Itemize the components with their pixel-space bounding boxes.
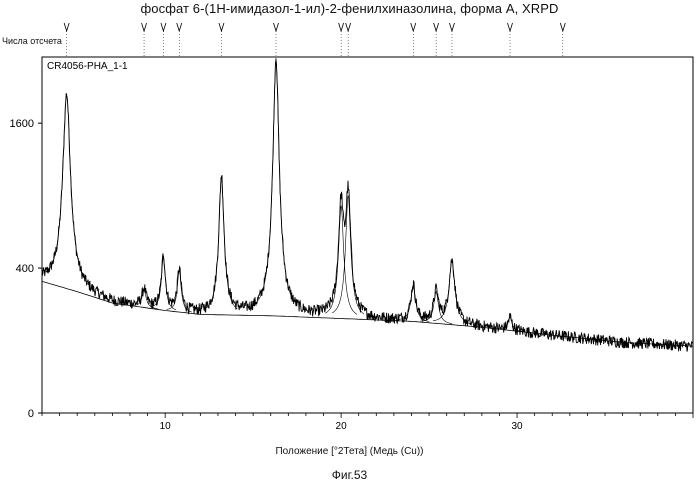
- x-tick-label-20: 20: [336, 421, 348, 432]
- background-curve: [42, 281, 693, 346]
- x-ticks: 10 20 30: [42, 413, 693, 432]
- peak-marker-5: [219, 23, 224, 31]
- peak-marker-7: [339, 23, 344, 31]
- peak-marker-4: [177, 23, 182, 31]
- peak-fit-8: [332, 196, 364, 314]
- peak-fit-11: [433, 261, 471, 324]
- peak-marker-8: [346, 23, 351, 31]
- peak-fit-6: [258, 58, 294, 302]
- peak-marker-13: [560, 23, 565, 31]
- peak-fit-1: [43, 94, 90, 286]
- x-tick-label-30: 30: [511, 421, 523, 432]
- peak-marker-3: [161, 23, 166, 31]
- plot-frame: [42, 57, 693, 413]
- y-tick-label-400: 400: [16, 263, 34, 275]
- series-label: CR4056-PHA_1-1: [47, 61, 128, 72]
- x-tick-label-10: 10: [160, 421, 172, 432]
- peak-fit-curves: [43, 58, 522, 331]
- y-ticks: 0 400 1600: [10, 118, 42, 420]
- peak-markers: [64, 23, 565, 57]
- peak-marker-10: [434, 23, 439, 31]
- peak-marker-12: [508, 23, 513, 31]
- y-tick-label-1600: 1600: [10, 118, 34, 130]
- peak-marker-9: [411, 23, 416, 31]
- peak-marker-6: [274, 23, 279, 31]
- figure-caption: Фиг.53: [0, 468, 699, 482]
- peak-fit-10: [420, 292, 452, 324]
- series-line: [42, 60, 693, 352]
- peak-marker-11: [449, 23, 454, 31]
- peak-marker-1: [64, 23, 69, 31]
- peak-marker-2: [142, 23, 147, 31]
- x-axis-label: Положение [°2Тета] (Медь (Cu)): [0, 446, 699, 457]
- peak-fit-5: [206, 176, 238, 309]
- y-tick-label-0: 0: [28, 408, 34, 420]
